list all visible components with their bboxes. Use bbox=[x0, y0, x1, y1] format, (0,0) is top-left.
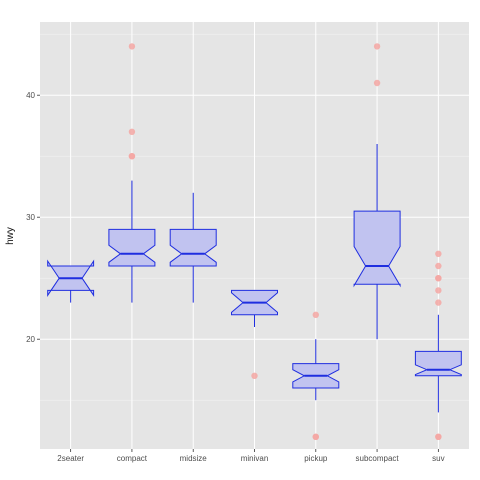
outlier-point bbox=[435, 299, 442, 306]
box-2seater bbox=[47, 259, 95, 303]
outlier-point bbox=[435, 287, 442, 294]
box-pickup bbox=[292, 311, 340, 440]
box-midsize bbox=[169, 192, 217, 303]
x-tick-label: subcompact bbox=[356, 454, 400, 463]
outlier-point bbox=[435, 433, 442, 440]
outlier-point bbox=[128, 153, 136, 160]
x-axis-ticks: 2seater compact midsize minivan pickup subcom… bbox=[57, 449, 445, 463]
y-axis-ticks: 20 30 40 bbox=[26, 91, 40, 344]
box-series bbox=[47, 43, 462, 440]
outlier-point bbox=[128, 43, 136, 50]
y-tick-label: 40 bbox=[26, 91, 35, 100]
x-tick-label: pickup bbox=[304, 454, 328, 463]
box-suv bbox=[414, 250, 462, 440]
box-compact bbox=[108, 43, 156, 303]
outlier-point bbox=[128, 128, 136, 135]
box-subcompact bbox=[353, 43, 401, 340]
notched-box bbox=[414, 350, 462, 377]
y-tick-label: 20 bbox=[26, 335, 35, 344]
outlier-point bbox=[435, 262, 442, 270]
y-tick-label: 30 bbox=[26, 213, 35, 222]
outlier-point bbox=[251, 372, 258, 379]
x-tick-label: suv bbox=[432, 454, 444, 463]
outlier-point bbox=[435, 250, 442, 257]
outlier-point bbox=[373, 43, 381, 50]
outlier-point bbox=[312, 311, 319, 318]
x-tick-label: 2seater bbox=[57, 454, 84, 463]
box-minivan bbox=[231, 289, 278, 379]
outlier-point bbox=[373, 79, 381, 87]
outlier-point bbox=[312, 433, 319, 440]
x-tick-label: minivan bbox=[241, 454, 269, 463]
y-axis-title: hwy bbox=[5, 227, 16, 245]
notched-box bbox=[169, 228, 217, 267]
notched-box bbox=[108, 228, 156, 267]
x-tick-label: midsize bbox=[180, 454, 208, 463]
x-tick-label: compact bbox=[117, 454, 148, 463]
notched-box bbox=[353, 210, 401, 288]
outlier-point bbox=[435, 275, 442, 282]
